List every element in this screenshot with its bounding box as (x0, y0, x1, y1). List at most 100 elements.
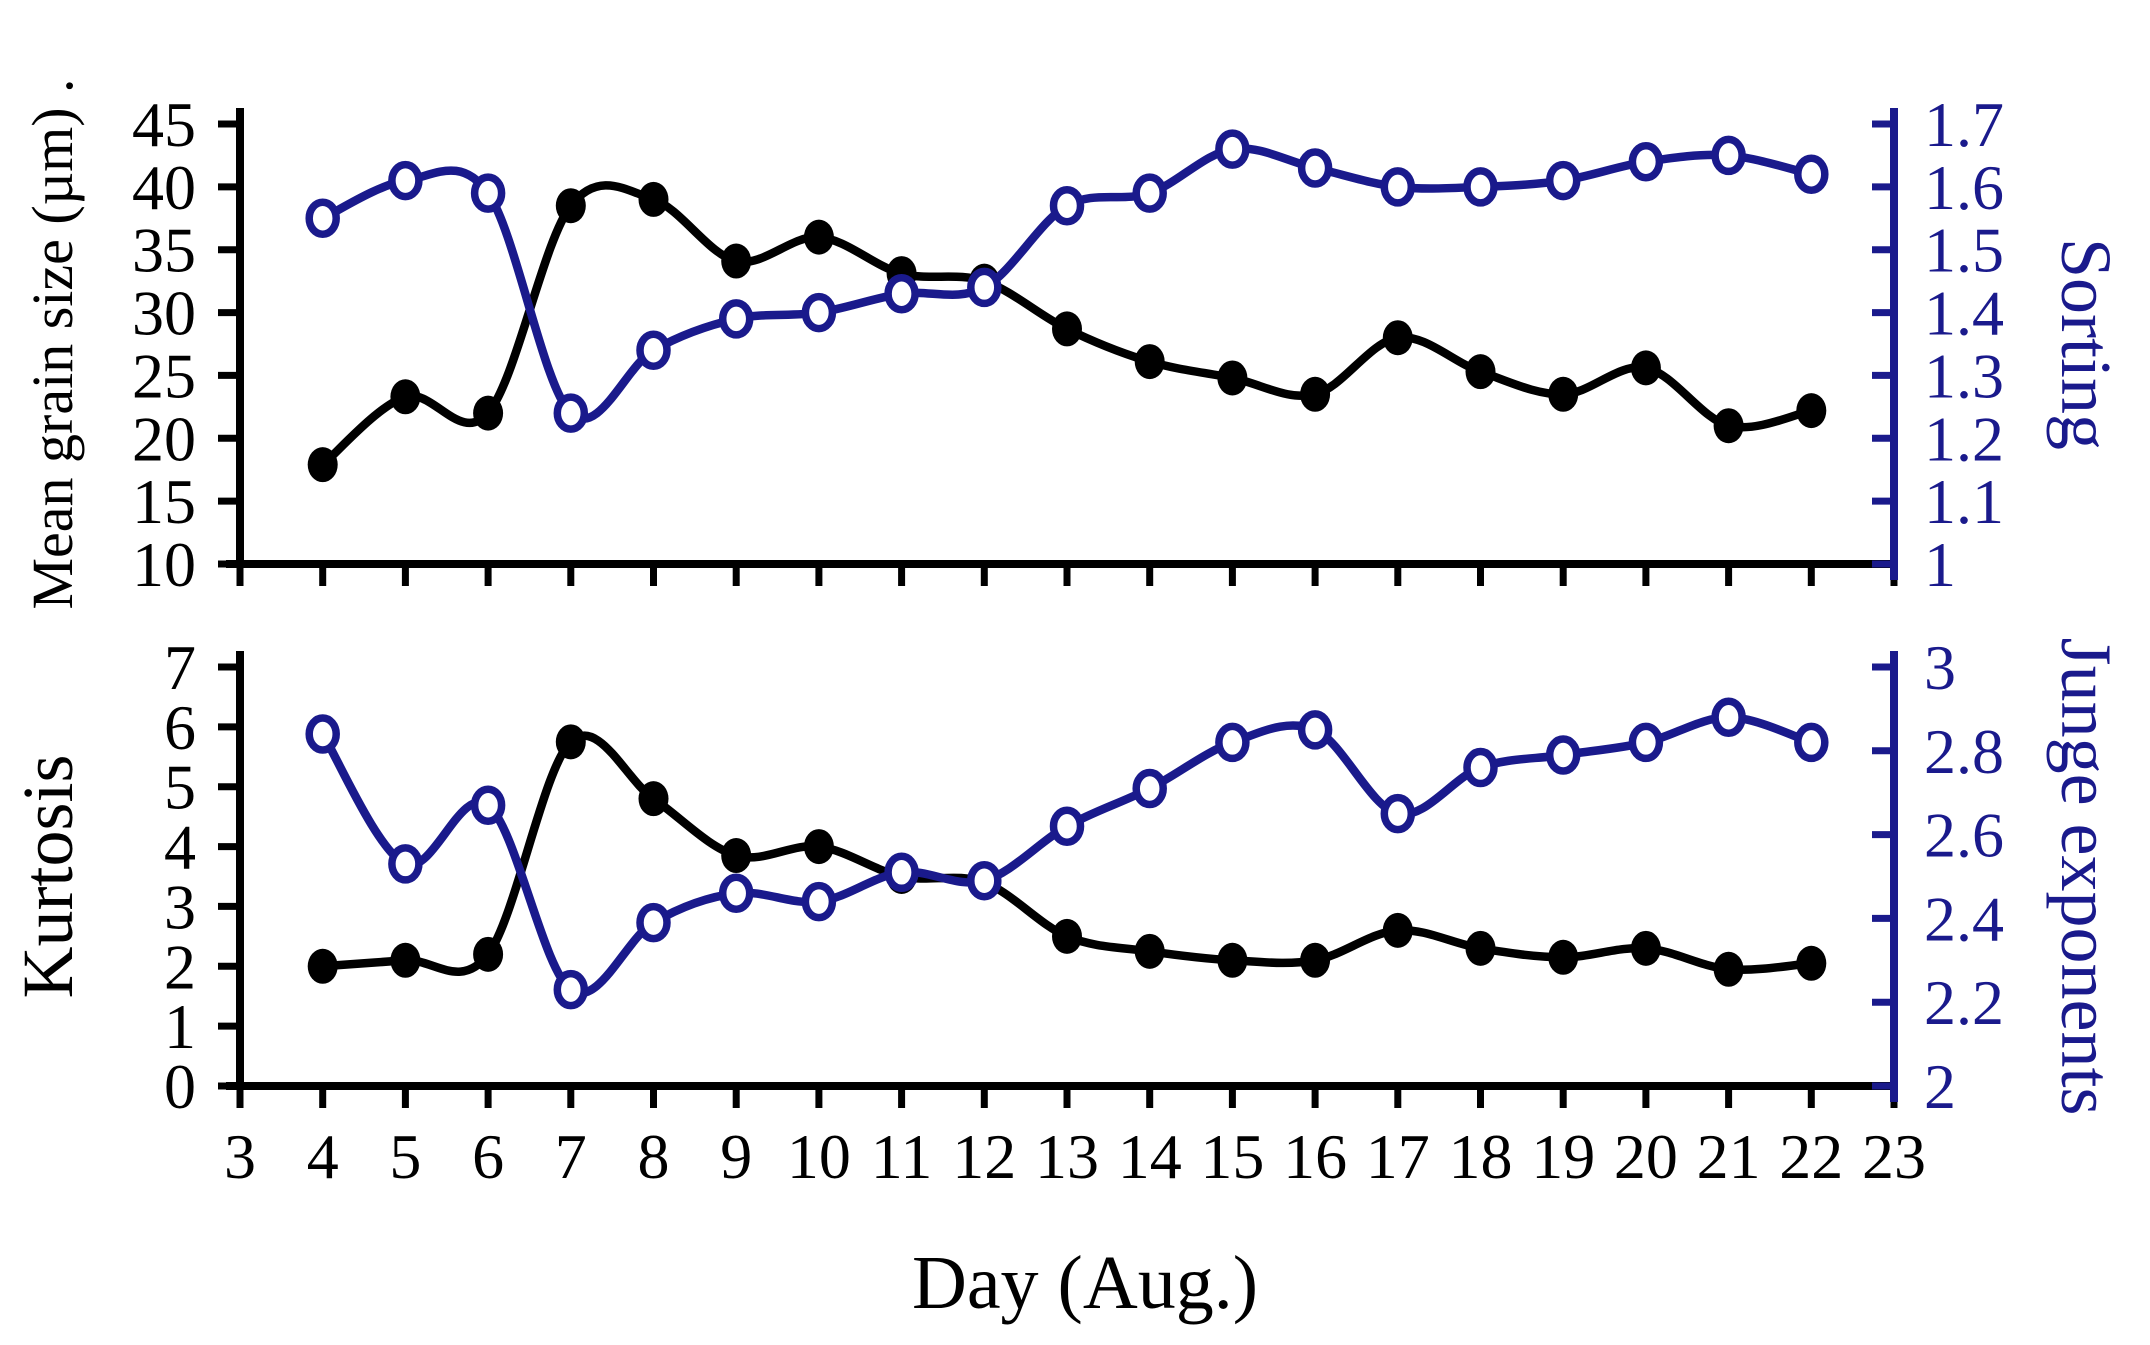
left-axis-tick-label: 4 (164, 812, 196, 883)
left-axis-tick-label: 10 (132, 529, 196, 600)
x-axis-tick-label: 17 (1366, 1121, 1430, 1192)
right-axis-tick-label: 1.4 (1924, 278, 2004, 349)
right-axis-tick-label: 1.3 (1924, 340, 2004, 411)
kurtosis-point (1217, 942, 1248, 978)
junge-exponents-point (1711, 697, 1746, 738)
right-axis-tick-label: 1.1 (1924, 466, 2004, 537)
x-axis-tick-label: 23 (1862, 1121, 1926, 1192)
kurtosis-point (473, 936, 504, 972)
mean-grain-size-point (555, 188, 586, 224)
sorting-point (388, 160, 423, 201)
left-axis-title: Mean grain size (µm) . (20, 78, 85, 609)
mean-grain-size-point (638, 181, 669, 217)
junge-exponents-point (1545, 735, 1581, 775)
junge-exponents-point (1215, 722, 1250, 763)
x-axis-tick-label: 21 (1697, 1121, 1761, 1192)
left-axis-tick-label: 1 (164, 991, 196, 1062)
left-axis-tick-label: 20 (132, 403, 196, 474)
kurtosis-point (307, 948, 338, 984)
junge-exponents-point (718, 873, 754, 914)
junge-exponents-point (636, 902, 671, 943)
x-axis-tick-label: 9 (720, 1121, 752, 1192)
junge-exponents-point (1628, 722, 1664, 763)
kurtosis-point (1465, 930, 1496, 966)
x-axis-tick-label: 10 (787, 1121, 851, 1192)
x-axis-tick-label: 18 (1449, 1121, 1513, 1192)
sorting-point (1297, 148, 1333, 188)
junge-exponents-point (967, 860, 1002, 901)
sorting-point (1711, 135, 1746, 176)
x-axis-tick-label: 22 (1779, 1121, 1843, 1192)
right-axis-tick-label: 1.7 (1924, 89, 2004, 160)
sorting-point (1463, 167, 1498, 207)
mean-grain-size-point (390, 379, 421, 415)
left-axis-tick-label: 45 (132, 89, 196, 160)
left-axis-tick-label: 30 (132, 278, 196, 349)
sorting-point (636, 330, 671, 371)
right-axis-tick-label: 1.2 (1924, 403, 2004, 474)
x-axis-tick-label: 3 (224, 1121, 256, 1192)
sorting-point (801, 292, 837, 333)
junge-exponents-point (884, 852, 919, 893)
kurtosis-point (803, 829, 834, 865)
sorting-point (1132, 173, 1167, 213)
x-axis-tick-label: 14 (1118, 1121, 1182, 1192)
sorting-point (305, 198, 340, 239)
mean-grain-size-point (1548, 376, 1579, 412)
kurtosis-point (1796, 945, 1827, 981)
sorting-point (1794, 154, 1829, 195)
sorting-point (967, 267, 1002, 308)
x-axis-tick-label: 13 (1035, 1121, 1099, 1192)
kurtosis-point (1300, 942, 1331, 978)
right-axis-tick-label: 2.8 (1924, 716, 2004, 787)
left-axis-tick-label: 6 (164, 692, 196, 763)
x-axis-tick-label: 11 (871, 1121, 933, 1192)
sorting-series (305, 129, 1829, 433)
kurtosis-point (1382, 912, 1413, 948)
junge-exponents-point (1794, 722, 1829, 763)
right-axis-title: Sorting (2046, 238, 2126, 450)
x-axis-tick-label: 16 (1283, 1121, 1347, 1192)
sorting-point (1380, 167, 1416, 207)
junge-exponents-point (305, 714, 340, 754)
sorting-point (1628, 141, 1664, 182)
right-axis-tick-label: 2.6 (1924, 800, 2004, 871)
x-axis-tick-label: 20 (1614, 1121, 1678, 1192)
kurtosis-point (555, 724, 586, 760)
x-axis-tick-label: 7 (555, 1121, 587, 1192)
left-axis-tick-label: 35 (132, 215, 196, 286)
kurtosis-point (721, 838, 752, 874)
left-axis-tick-label: 15 (132, 466, 196, 537)
kurtosis-point (1548, 939, 1579, 975)
right-axis-tick-label: 1.5 (1924, 215, 2004, 286)
junge-exponents-point (1132, 768, 1167, 809)
mean-grain-size-point (1300, 376, 1331, 412)
mean-grain-size-point (1052, 311, 1082, 347)
sorting-point (884, 273, 919, 314)
x-axis-tick-label: 8 (638, 1121, 670, 1192)
left-axis-tick-label: 2 (164, 931, 196, 1002)
kurtosis-point (1713, 951, 1744, 987)
x-axis-tick-label: 19 (1531, 1121, 1595, 1192)
mean-grain-size-series (307, 181, 1827, 483)
left-axis-tick-label: 25 (132, 340, 196, 411)
sorting-point (1049, 185, 1085, 226)
mean-grain-size-point (1796, 393, 1827, 429)
x-axis-tick-label: 6 (472, 1121, 504, 1192)
junge-exponents-point (470, 785, 506, 826)
mean-grain-size-point (1217, 360, 1248, 396)
right-axis-tick-label: 2.2 (1924, 967, 2004, 1038)
mean-grain-size-point (1382, 320, 1413, 356)
x-axis-title: Day (Aug.) (912, 1241, 1258, 1325)
mean-grain-size-point (1465, 354, 1496, 390)
mean-grain-size-point (1630, 350, 1661, 386)
kurtosis-point (1052, 918, 1082, 954)
sorting-point (470, 173, 506, 213)
kurtosis-point (638, 781, 669, 817)
right-axis-tick-label: 2 (1924, 1051, 1956, 1122)
junge-exponents-point (553, 969, 589, 1010)
x-axis-tick-label: 4 (307, 1121, 339, 1192)
